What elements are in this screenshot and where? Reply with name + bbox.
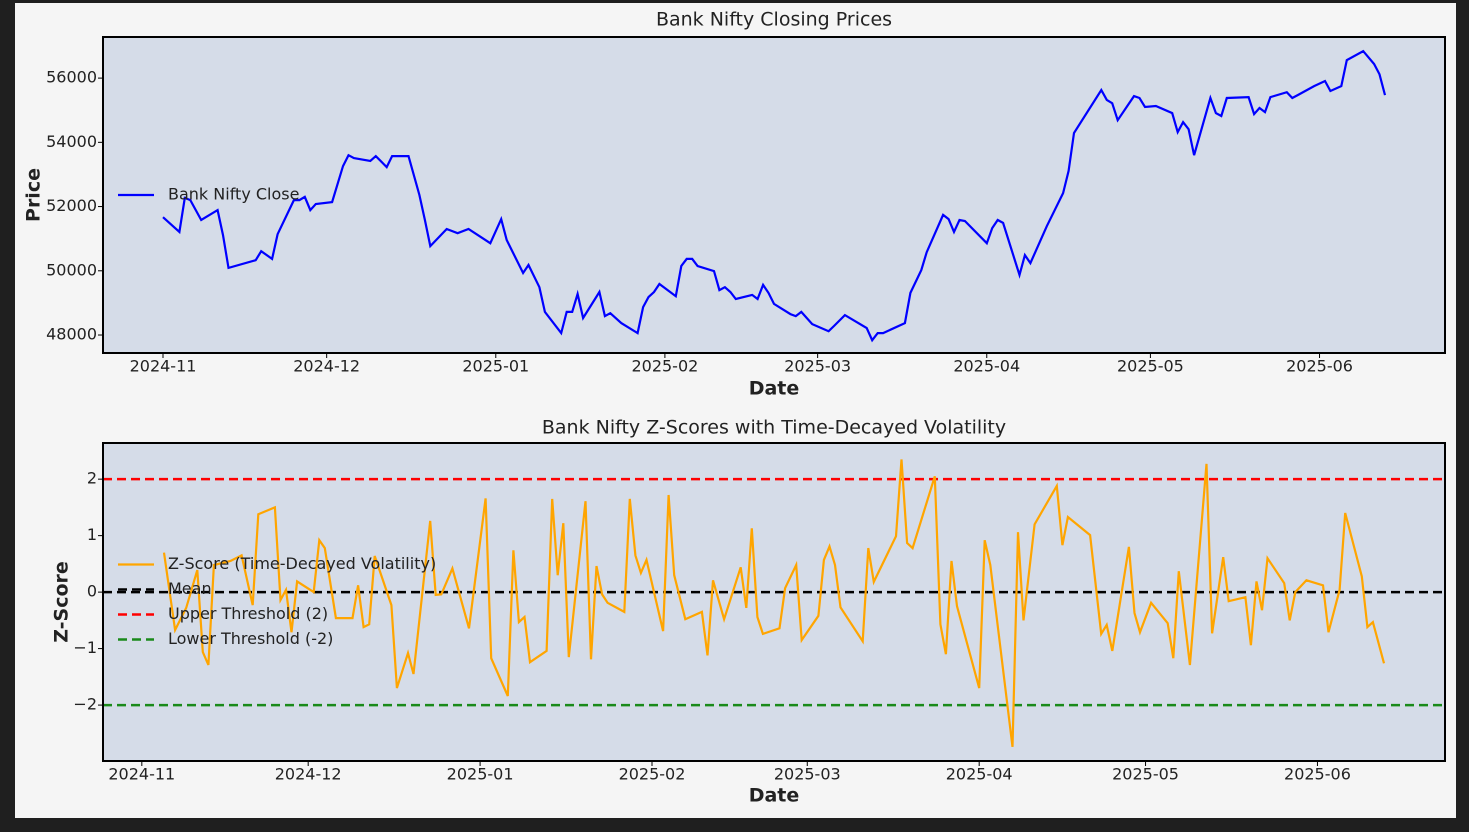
plot-frame — [102, 442, 1446, 762]
x-tick-label: 2024-12 — [293, 357, 360, 376]
x-tick-label: 2025-06 — [1286, 357, 1353, 376]
plot-area — [103, 443, 1445, 761]
y-tick-label: 54000 — [46, 132, 97, 151]
y-tick-label: 56000 — [46, 68, 97, 87]
y-tick-label: 1 — [87, 525, 97, 544]
x-tick-label: 2025-04 — [953, 357, 1020, 376]
x-tick-label: 2025-02 — [631, 357, 698, 376]
y-tick-label: −2 — [73, 695, 97, 714]
y-axis-label: Price — [23, 168, 45, 222]
data-line — [162, 49, 1387, 343]
x-tick-label: 2025-02 — [619, 765, 686, 784]
x-tick-label: 2024-11 — [130, 357, 197, 376]
x-tick-label: 2025-03 — [774, 765, 841, 784]
x-tick-label: 2025-04 — [946, 765, 1013, 784]
data-line — [162, 459, 1386, 748]
plot-area — [103, 37, 1445, 353]
x-tick-label: 2025-01 — [447, 765, 514, 784]
legend-label: Lower Threshold (-2) — [168, 629, 333, 648]
x-tick-label: 2025-05 — [1117, 357, 1184, 376]
legend-label: Z-Score (Time-Decayed Volatility) — [168, 554, 436, 573]
x-tick-label: 2024-11 — [108, 765, 175, 784]
y-tick-label: 0 — [87, 582, 97, 601]
x-tick-label: 2025-06 — [1284, 765, 1351, 784]
y-tick-label: 2 — [87, 469, 97, 488]
x-tick-label: 2024-12 — [275, 765, 342, 784]
plot-frame — [102, 36, 1446, 354]
y-tick-label: 50000 — [46, 260, 97, 279]
x-tick-label: 2025-05 — [1112, 765, 1179, 784]
y-tick-label: 48000 — [46, 325, 97, 344]
legend-label: Mean — [168, 579, 212, 598]
y-tick-label: 52000 — [46, 196, 97, 215]
y-axis-label: Z-Score — [51, 561, 73, 643]
chart-title: Bank Nifty Closing Prices — [656, 9, 892, 31]
x-axis-label: Date — [749, 785, 800, 807]
x-tick-label: 2025-01 — [462, 357, 529, 376]
x-tick-label: 2025-03 — [784, 357, 851, 376]
legend-label: Bank Nifty Close — [168, 185, 299, 204]
chart-title: Bank Nifty Z-Scores with Time-Decayed Vo… — [542, 417, 1006, 439]
y-tick-label: −1 — [73, 638, 97, 657]
legend-label: Upper Threshold (2) — [168, 604, 328, 623]
x-axis-label: Date — [749, 378, 800, 400]
